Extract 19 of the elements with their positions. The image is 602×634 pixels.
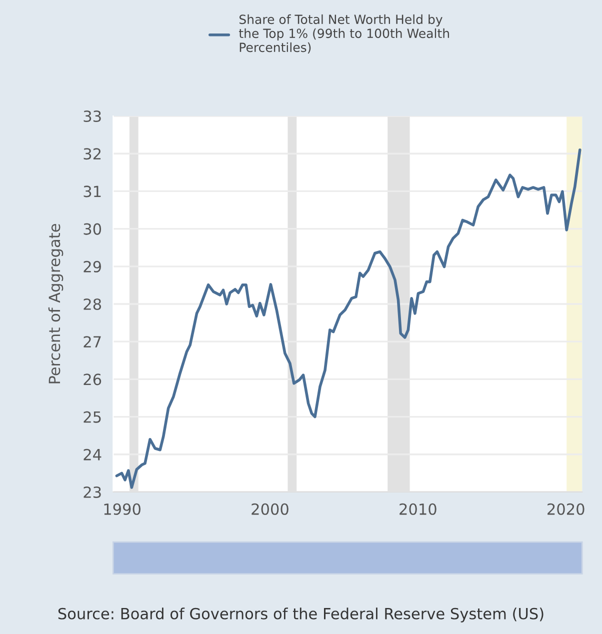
x-tick-label: 1990 (104, 503, 140, 515)
y-tick-label: 33 (84, 110, 101, 122)
x-tick-label: 2000 (252, 503, 288, 515)
y-tick-label: 25 (84, 411, 101, 423)
y-tick-label: 28 (84, 298, 102, 310)
y-tick-label: 24 (84, 448, 102, 460)
y-tick-label: 27 (84, 336, 101, 348)
source-note: Source: Board of Governors of the Federal Reserve System (US) (58, 608, 544, 622)
line-series (115, 148, 582, 489)
legend-label: Share of Total Net Worth Held by the Top 1% (99th to 100th Wealth Percentiles) (238, 14, 449, 54)
y-tick-label: 30 (84, 223, 102, 235)
y-tick-label: 23 (84, 486, 101, 498)
x-tick-label: 2010 (400, 503, 436, 515)
y-tick-label: 32 (84, 148, 101, 160)
y-tick-label: 26 (84, 374, 102, 386)
y-tick-label: 31 (84, 186, 101, 198)
y-axis-title: Percent of Aggregate (48, 224, 64, 384)
x-tick-label: 2020 (548, 503, 584, 515)
y-tick-label: 29 (84, 260, 101, 272)
